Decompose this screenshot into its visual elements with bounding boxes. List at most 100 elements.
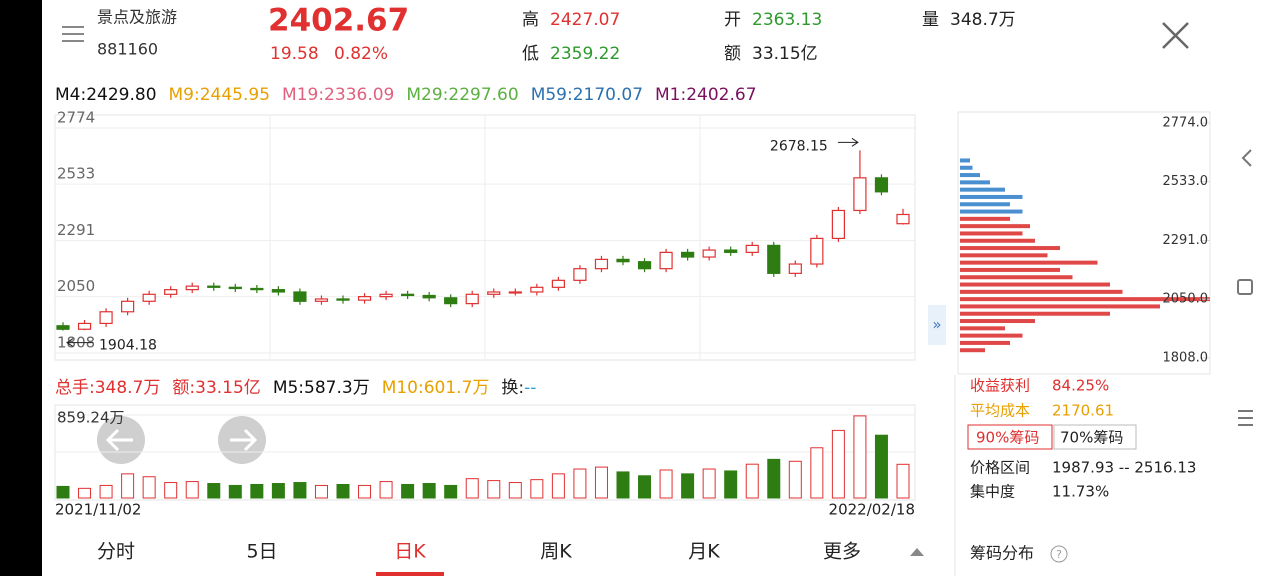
volume-bar: [810, 447, 824, 499]
chip-stat-value: 11.73%: [1052, 483, 1109, 501]
candle-body: [573, 268, 587, 281]
tab-more-arrow: [910, 548, 924, 556]
ma-label: M1:2402.67: [655, 85, 757, 105]
next-button[interactable]: [218, 416, 266, 464]
volume-bar: [228, 484, 242, 499]
ma-label: M4:2429.80: [55, 85, 157, 105]
chip-bar: [960, 246, 1060, 251]
x-end: 2022/02/18: [829, 501, 915, 519]
volume-bar: [185, 481, 199, 499]
candle-body: [77, 322, 92, 330]
chip-tick-label: 2050.0: [1163, 292, 1209, 307]
volume-bar: [444, 484, 458, 499]
volume-bar: [508, 482, 522, 499]
volume-bar: [142, 476, 156, 499]
candle-body: [659, 251, 673, 270]
tab[interactable]: 更多: [823, 541, 861, 563]
volume-bar: [702, 468, 716, 499]
volume-bar: [767, 458, 781, 499]
tab[interactable]: 分时: [97, 541, 135, 563]
btn-70-frame[interactable]: [1053, 424, 1137, 450]
left-edge: [0, 0, 42, 576]
chip-bar: [960, 275, 1073, 280]
chip-stat-value: 2170.61: [1052, 402, 1114, 420]
chip-tick-label: 2774.0: [1163, 116, 1209, 131]
volume-bar: [831, 429, 845, 499]
candle-body: [185, 285, 199, 291]
nav-back[interactable]: [1241, 149, 1252, 167]
volume-bar: [207, 483, 221, 499]
candle-body: [508, 291, 522, 294]
info-icon[interactable]: [1050, 545, 1068, 563]
volume-bar: [487, 480, 501, 499]
volume-bar: [78, 487, 92, 499]
tab[interactable]: 5日: [246, 541, 277, 563]
candle-body: [702, 249, 716, 258]
chip-bar: [960, 158, 970, 163]
chip-bar: [960, 231, 1023, 236]
candle-body: [444, 297, 458, 305]
tab[interactable]: 日K: [394, 541, 426, 563]
x-start: 2021/11/02: [55, 501, 141, 519]
candle-body: [228, 286, 242, 290]
volume-header: 额:33.15亿: [172, 378, 260, 398]
ma-label: M59:2170.07: [531, 85, 643, 105]
open-label: 开: [724, 10, 741, 30]
menu-icon[interactable]: [62, 26, 84, 42]
close-button[interactable]: [1162, 22, 1189, 49]
chip-frame: [957, 111, 1211, 375]
volume-bar: [314, 484, 328, 499]
chip-bar: [960, 304, 1160, 309]
chip-tick-label: 2291.0: [1163, 233, 1209, 248]
chip-tick-label: 1808.0: [1163, 351, 1209, 366]
candle-body: [99, 311, 113, 325]
volume-bar: [293, 482, 307, 499]
ma-label: M29:2297.60: [406, 85, 518, 105]
candle-body: [121, 300, 135, 313]
candle-body: [336, 298, 350, 301]
candle-body: [357, 296, 372, 301]
chip-bar: [960, 348, 985, 353]
expand-icon: »: [932, 316, 941, 334]
nav-menu[interactable]: [1238, 410, 1253, 426]
volume-bar: [638, 475, 652, 499]
btn-90-frame[interactable]: [967, 424, 1053, 450]
volume-bar: [271, 483, 285, 499]
candle-body: [293, 291, 307, 302]
chip-bar: [960, 297, 1210, 302]
tab[interactable]: 周K: [540, 541, 572, 563]
volume-bar: [250, 483, 264, 499]
chip-bar: [960, 224, 1030, 229]
chip-bar: [960, 180, 990, 185]
amount: 33.15亿: [752, 44, 818, 64]
change: 19.58: [270, 44, 319, 64]
candle-body: [745, 244, 759, 253]
chip-bar: [960, 333, 1023, 338]
ma-label: M9:2445.95: [169, 85, 271, 105]
volume-bar: [379, 481, 393, 499]
volume-bar: [896, 463, 910, 499]
chip-bar: [960, 238, 1035, 243]
volume-bar: [681, 473, 695, 499]
high-label: 高: [522, 10, 539, 30]
volume-header: M10:601.7万: [382, 378, 490, 398]
nav-home[interactable]: [1237, 279, 1253, 295]
candle-body: [250, 287, 264, 291]
volume-bar: [616, 471, 630, 499]
candle-body: [142, 293, 156, 302]
btn-70[interactable]: 70%筹码: [1060, 429, 1123, 447]
volume-bar: [573, 468, 587, 499]
expand-button[interactable]: [928, 305, 946, 345]
chip-bar: [960, 267, 1060, 272]
volume-bar: [874, 434, 888, 499]
chip-bar: [960, 311, 1110, 316]
chip-bar: [960, 319, 1035, 324]
volume-bar: [853, 415, 867, 499]
candle-body: [271, 289, 285, 293]
btn-90[interactable]: 90%筹码: [976, 429, 1039, 447]
volume-bar: [724, 470, 738, 499]
tab[interactable]: 月K: [688, 541, 720, 563]
volume-bar: [551, 473, 565, 499]
candle-body: [637, 261, 652, 270]
